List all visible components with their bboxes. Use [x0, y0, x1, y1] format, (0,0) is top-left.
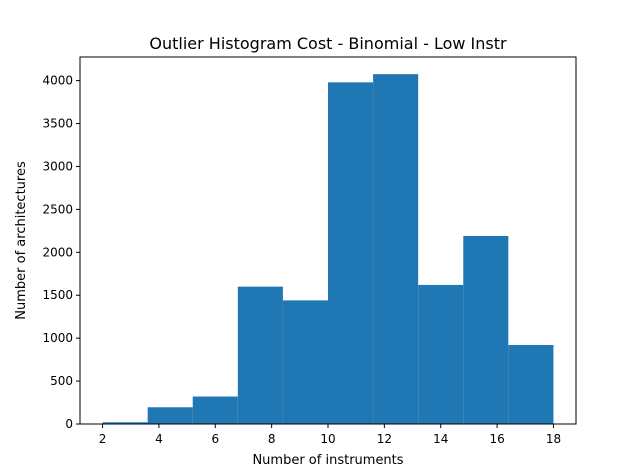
histogram-bar — [328, 82, 374, 424]
histogram-bar — [463, 235, 509, 424]
histogram-bar — [192, 396, 238, 424]
plot-frame — [79, 56, 577, 425]
x-tick-label: 8 — [268, 432, 276, 446]
histogram-bar — [508, 345, 554, 424]
x-tick-label: 4 — [155, 432, 163, 446]
histogram-bar — [373, 74, 419, 425]
y-tick-label: 1500 — [42, 288, 73, 302]
histogram-bar — [102, 422, 148, 424]
x-tick-label: 16 — [489, 432, 504, 446]
histogram-bar — [282, 300, 328, 424]
y-tick-label: 500 — [50, 374, 73, 388]
y-axis-ticks: 0 500 1000 1500 2000 2500 3000 3500 4000 — [42, 74, 80, 431]
y-tick-label: 1000 — [42, 331, 73, 345]
y-tick-label: 3500 — [42, 117, 73, 131]
y-tick-label: 2500 — [42, 202, 73, 216]
x-tick-label: 14 — [433, 432, 448, 446]
x-tick-label: 10 — [320, 432, 335, 446]
y-tick-label: 2000 — [42, 245, 73, 259]
x-axis-label: Number of instruments — [252, 453, 403, 468]
y-tick-label: 3000 — [42, 159, 73, 173]
bars-group — [102, 74, 554, 425]
y-tick-label: 0 — [65, 417, 73, 431]
x-tick-label: 12 — [377, 432, 392, 446]
y-tick-label: 4000 — [42, 74, 73, 88]
x-tick-label: 18 — [546, 432, 561, 446]
x-tick-label: 2 — [99, 432, 107, 446]
histogram-bar — [418, 284, 464, 424]
histogram-bar — [147, 407, 193, 424]
x-axis-ticks: 2 4 6 8 10 12 14 16 18 — [99, 424, 561, 446]
x-tick-label: 6 — [211, 432, 219, 446]
chart-title: Outlier Histogram Cost - Binomial - Low … — [149, 34, 507, 53]
histogram-bar — [237, 286, 283, 424]
y-axis-label: Number of architectures — [14, 161, 29, 320]
